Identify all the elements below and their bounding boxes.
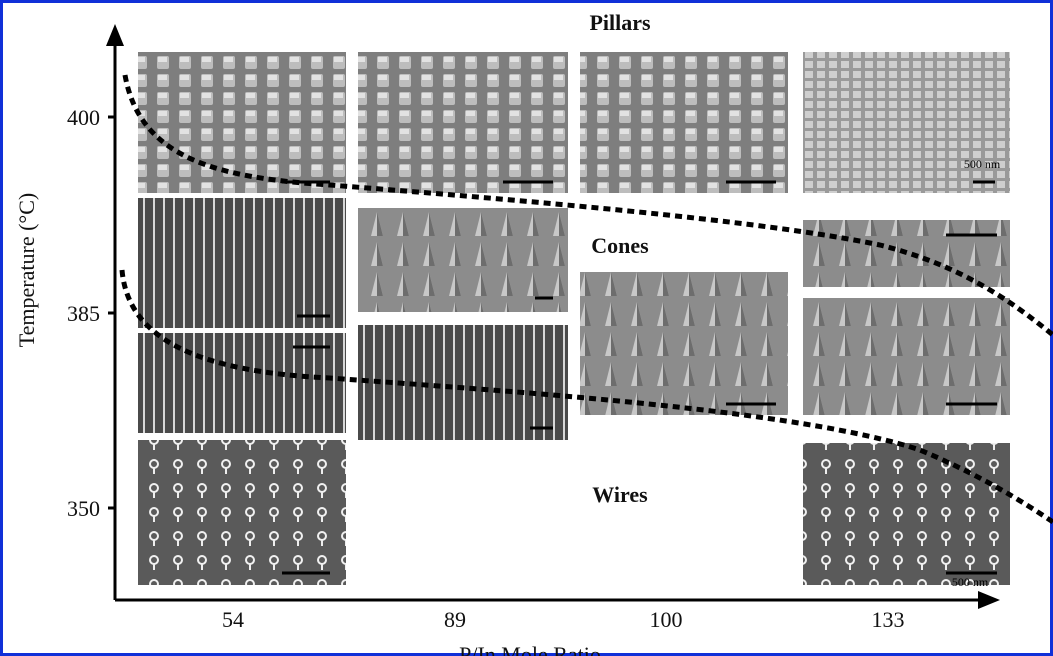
arrow-head xyxy=(978,591,1000,609)
x-tick-label: 133 xyxy=(872,607,905,632)
region-label: Pillars xyxy=(589,10,651,35)
region-label: Cones xyxy=(591,233,649,258)
sem-image xyxy=(138,440,346,585)
x-tick-label: 54 xyxy=(222,607,244,632)
x-tick-label: 100 xyxy=(650,607,683,632)
scale-label: 500 nm xyxy=(952,575,989,589)
scale-label: 500 nm xyxy=(964,157,1001,171)
sem-image xyxy=(803,298,1010,415)
x-tick-label: 89 xyxy=(444,607,466,632)
sem-image xyxy=(138,198,346,328)
x-axis-title: P/In Mole Ratio xyxy=(459,642,601,656)
arrow-head xyxy=(106,24,124,46)
sem-image xyxy=(138,52,346,193)
sem-images xyxy=(138,52,1010,585)
sem-image xyxy=(358,52,568,193)
y-tick-label: 400 xyxy=(67,105,100,130)
sem-image xyxy=(803,52,1010,193)
sem-image xyxy=(803,443,1010,585)
y-axis-title: Temperature (°C) xyxy=(14,193,39,347)
region-label: Wires xyxy=(592,482,648,507)
sem-image xyxy=(358,208,568,312)
y-tick-label: 385 xyxy=(67,301,100,326)
sem-image xyxy=(580,52,788,193)
y-tick-label: 350 xyxy=(67,496,100,521)
figure: 500 nm 500 nm 400 385 350 54 89 100 133 … xyxy=(0,0,1053,656)
sem-image xyxy=(580,272,788,415)
